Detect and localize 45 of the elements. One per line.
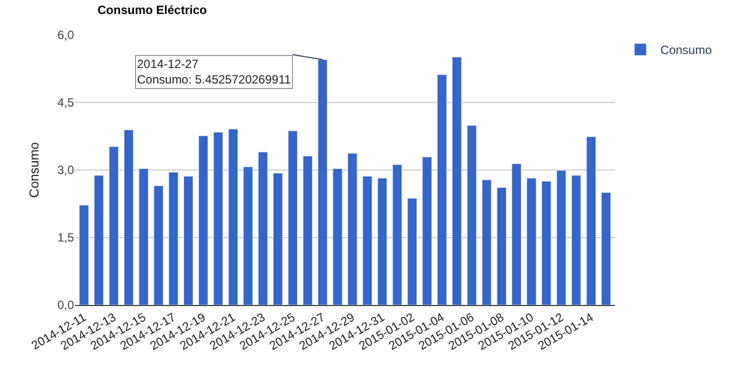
bar [586, 136, 596, 305]
bar [377, 178, 388, 305]
chart-title: Consumo Eléctrico [98, 3, 207, 18]
bar [512, 163, 522, 305]
bar [154, 186, 164, 305]
y-axis-title: Consumo [26, 142, 42, 198]
bar [452, 56, 462, 305]
bar [124, 130, 134, 305]
bar [198, 136, 208, 305]
annotation: 2014-12-27 Consumo: 5.4525720269911 [137, 57, 292, 87]
bar [392, 164, 402, 305]
y-tick-label: 0,0 [57, 298, 74, 312]
bar [601, 192, 611, 305]
bar [362, 176, 372, 305]
y-tick-label: 1,5 [57, 230, 74, 245]
bar [422, 156, 432, 305]
legend-label: Consumo [660, 43, 712, 58]
bar [407, 198, 417, 305]
bar [332, 168, 342, 305]
bar [496, 187, 506, 305]
bar [288, 130, 298, 305]
bar [79, 204, 89, 305]
bar [466, 125, 477, 305]
bar [168, 172, 178, 305]
bar [138, 168, 148, 305]
bar [571, 175, 582, 305]
bar [437, 74, 447, 305]
bar [556, 170, 566, 305]
y-tick-label: 4,5 [57, 96, 74, 110]
y-tick-label: 3,0 [57, 163, 74, 178]
bar [542, 181, 552, 305]
bar [273, 172, 283, 305]
y-tick-label: 6,0 [57, 28, 74, 42]
bar [258, 152, 268, 305]
bar [482, 180, 492, 305]
bar [526, 178, 536, 305]
bar [318, 59, 328, 305]
bar [184, 176, 194, 305]
bar [94, 175, 104, 305]
bar [348, 153, 358, 305]
bar [302, 156, 313, 305]
bar [213, 132, 224, 305]
bar [108, 146, 119, 305]
bar [228, 128, 238, 305]
bar [243, 166, 253, 305]
